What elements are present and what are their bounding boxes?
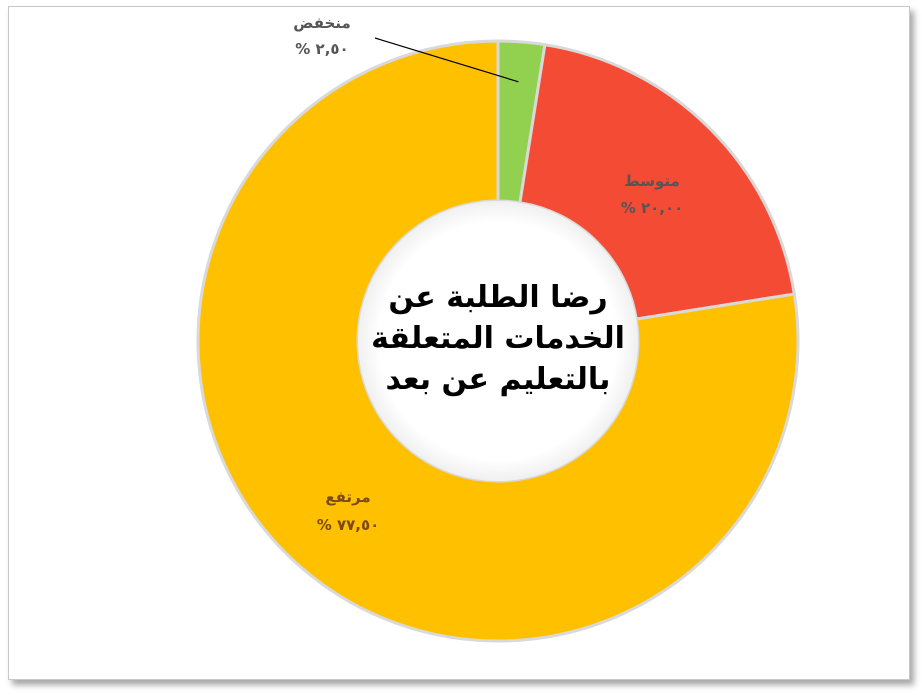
donut-hole — [358, 201, 638, 481]
slice-label-mid-value: ٢٠,٠٠ % — [621, 199, 684, 217]
slice-label-low-name: منخفض — [293, 14, 350, 32]
slice-label-high-name: مرتفع — [325, 488, 370, 506]
center-title-line-3: بالتعليم عن بعد — [386, 362, 611, 397]
slice-label-mid-name: متوسط — [624, 172, 680, 190]
leader-line-low — [374, 37, 519, 83]
slice-label-low-value: ٢,٥٠ % — [295, 40, 348, 58]
slice-label-high-value: ٧٧,٥٠ % — [317, 516, 380, 534]
center-title-line-2: الخدمات المتعلقة — [371, 321, 625, 356]
center-title-line-1: رضا الطلبة عن — [388, 280, 607, 315]
slices-layer — [196, 39, 800, 643]
